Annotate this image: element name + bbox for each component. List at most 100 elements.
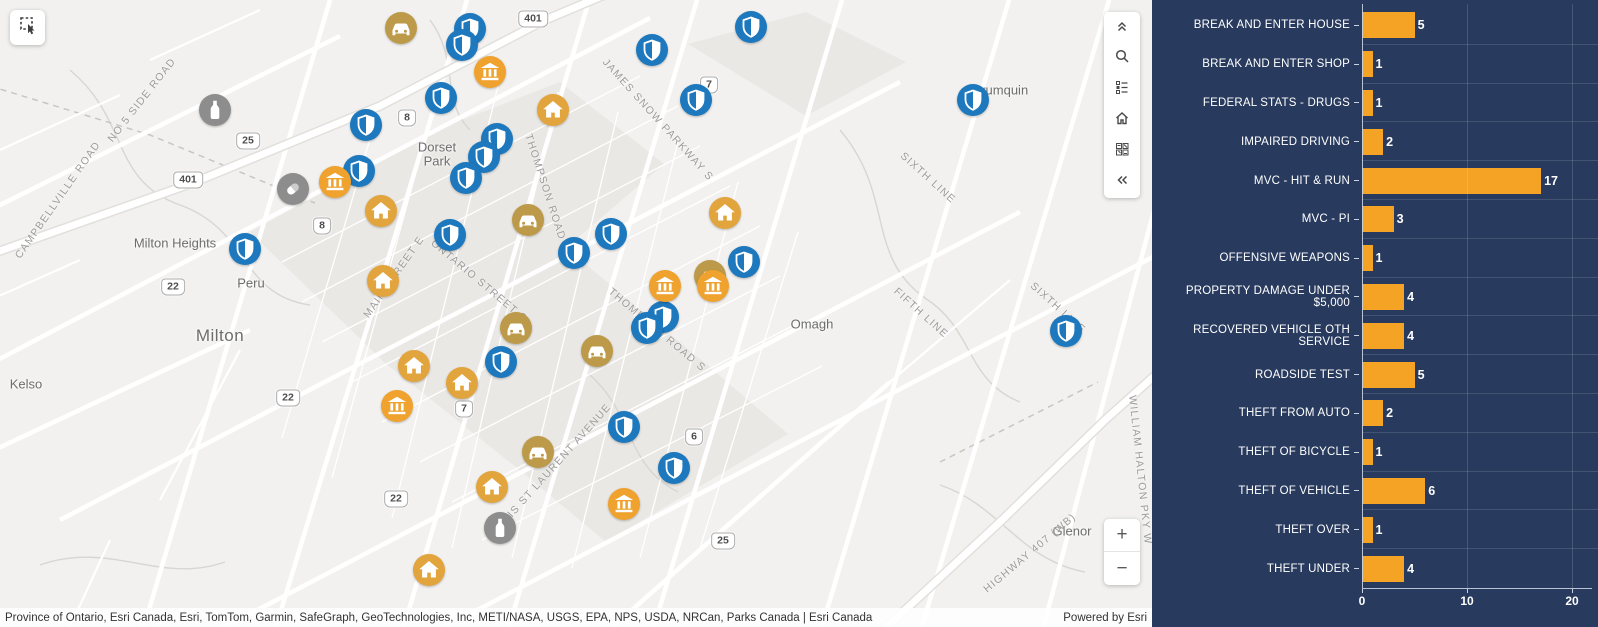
- toolbar-button-collapse-left[interactable]: [1104, 167, 1140, 198]
- zoom-in-button[interactable]: +: [1104, 519, 1140, 552]
- zoom-out-button[interactable]: −: [1104, 552, 1140, 585]
- police-shield-marker[interactable]: [558, 237, 590, 269]
- break-and-enter-marker[interactable]: [365, 195, 397, 227]
- category-tick: [1354, 180, 1359, 182]
- bar[interactable]: 6: [1362, 477, 1435, 504]
- bar[interactable]: 3: [1362, 206, 1404, 233]
- bar[interactable]: 2: [1362, 128, 1393, 155]
- break-and-enter-marker[interactable]: [446, 367, 478, 399]
- bar[interactable]: 5: [1362, 12, 1425, 39]
- place-label: Dorset Park: [417, 139, 457, 169]
- category-label: IMPAIRED DRIVING: [1240, 135, 1350, 148]
- police-shield-marker[interactable]: [446, 29, 478, 61]
- bar-value-label: 4: [1407, 561, 1415, 576]
- highway-shield: 22: [161, 278, 185, 296]
- category-label: BREAK AND ENTER HOUSE: [1193, 19, 1350, 32]
- bar[interactable]: 1: [1362, 245, 1382, 272]
- category-tick: [1354, 335, 1359, 337]
- break-and-enter-marker[interactable]: [367, 265, 399, 297]
- plot-cell: 2: [1361, 122, 1598, 161]
- break-and-enter-marker[interactable]: [537, 94, 569, 126]
- toolbar-button-home[interactable]: [1104, 105, 1140, 136]
- police-shield-marker[interactable]: [631, 312, 663, 344]
- plot-cell: 4: [1361, 278, 1598, 317]
- police-shield-marker[interactable]: [728, 246, 760, 278]
- bar-value-label: 1: [1375, 95, 1383, 110]
- bar[interactable]: 1: [1362, 516, 1382, 543]
- category-label: THEFT UNDER: [1266, 562, 1350, 575]
- plot-cell: 1: [1361, 84, 1598, 123]
- bank-marker[interactable]: [474, 56, 506, 88]
- vehicle-crime-marker[interactable]: [385, 12, 417, 44]
- toolbar-button-basemap[interactable]: [1104, 136, 1140, 167]
- basemap-icon: [1114, 141, 1130, 162]
- chart-gridline: [1572, 4, 1573, 588]
- break-and-enter-marker[interactable]: [476, 471, 508, 503]
- bar[interactable]: 1: [1362, 89, 1382, 116]
- toolbar-button-collapse-up[interactable]: [1104, 12, 1140, 43]
- x-tick-mark: [1467, 589, 1468, 593]
- place-label: Peru: [237, 275, 265, 291]
- chart-row: THEFT UNDER 4: [1152, 549, 1598, 588]
- liquor-marker[interactable]: [484, 512, 516, 544]
- bar[interactable]: 1: [1362, 51, 1382, 78]
- plot-cell: 4: [1361, 316, 1598, 355]
- bar-value-label: 5: [1417, 367, 1425, 382]
- plot-cell: 1: [1361, 433, 1598, 472]
- bar[interactable]: 4: [1362, 322, 1414, 349]
- bar[interactable]: 4: [1362, 555, 1414, 582]
- plot-cell: 6: [1361, 472, 1598, 511]
- break-and-enter-marker[interactable]: [709, 197, 741, 229]
- toolbar-button-search[interactable]: [1104, 43, 1140, 74]
- attribution-bar: Province of Ontario, Esri Canada, Esri, …: [0, 608, 1152, 627]
- bank-marker[interactable]: [381, 390, 413, 422]
- category-tick: [1354, 24, 1359, 26]
- powered-by-esri: Powered by Esri: [1063, 611, 1147, 624]
- plot-cell: 17: [1361, 161, 1598, 200]
- select-rectangle-button[interactable]: [10, 10, 45, 45]
- police-shield-marker[interactable]: [608, 411, 640, 443]
- category-label: THEFT OF VEHICLE: [1238, 484, 1350, 497]
- police-shield-marker[interactable]: [1050, 315, 1082, 347]
- vehicle-crime-marker[interactable]: [581, 335, 613, 367]
- category-label: BREAK AND ENTER SHOP: [1202, 58, 1350, 71]
- bar[interactable]: 17: [1362, 167, 1558, 194]
- police-shield-marker[interactable]: [680, 84, 712, 116]
- break-and-enter-marker[interactable]: [413, 554, 445, 586]
- police-shield-marker[interactable]: [658, 452, 690, 484]
- bar[interactable]: 2: [1362, 400, 1393, 427]
- map-toolbar: [1104, 12, 1140, 198]
- bank-marker[interactable]: [319, 166, 351, 198]
- police-shield-marker[interactable]: [636, 34, 668, 66]
- category-label: THEFT FROM AUTO: [1238, 407, 1350, 420]
- police-shield-marker[interactable]: [595, 218, 627, 250]
- liquor-marker[interactable]: [199, 94, 231, 126]
- police-shield-marker[interactable]: [957, 84, 989, 116]
- bar[interactable]: 1: [1362, 439, 1382, 466]
- category-tick: [1354, 490, 1359, 492]
- chart-row: MVC - PI 3: [1152, 200, 1598, 239]
- police-shield-marker[interactable]: [485, 346, 517, 378]
- police-shield-marker[interactable]: [450, 162, 482, 194]
- bank-marker[interactable]: [697, 270, 729, 302]
- category-label: ROADSIDE TEST: [1254, 368, 1350, 381]
- home-icon: [1114, 110, 1130, 131]
- category-tick: [1354, 218, 1359, 220]
- police-shield-marker[interactable]: [434, 219, 466, 251]
- toolbar-button-legend[interactable]: [1104, 74, 1140, 105]
- police-shield-marker[interactable]: [735, 11, 767, 43]
- vehicle-crime-marker[interactable]: [500, 312, 532, 344]
- vehicle-crime-marker[interactable]: [512, 204, 544, 236]
- break-and-enter-marker[interactable]: [398, 350, 430, 382]
- map-canvas[interactable]: Dorset Park Milton Heights Peru Milton Kelso…: [0, 0, 1152, 627]
- bank-marker[interactable]: [608, 488, 640, 520]
- vehicle-crime-marker[interactable]: [522, 436, 554, 468]
- bar[interactable]: 5: [1362, 361, 1425, 388]
- police-shield-marker[interactable]: [350, 109, 382, 141]
- police-shield-marker[interactable]: [425, 82, 457, 114]
- drugs-marker[interactable]: [277, 173, 309, 205]
- bar[interactable]: 4: [1362, 283, 1414, 310]
- plot-cell: 2: [1361, 394, 1598, 433]
- police-shield-marker[interactable]: [229, 233, 261, 265]
- bank-marker[interactable]: [649, 270, 681, 302]
